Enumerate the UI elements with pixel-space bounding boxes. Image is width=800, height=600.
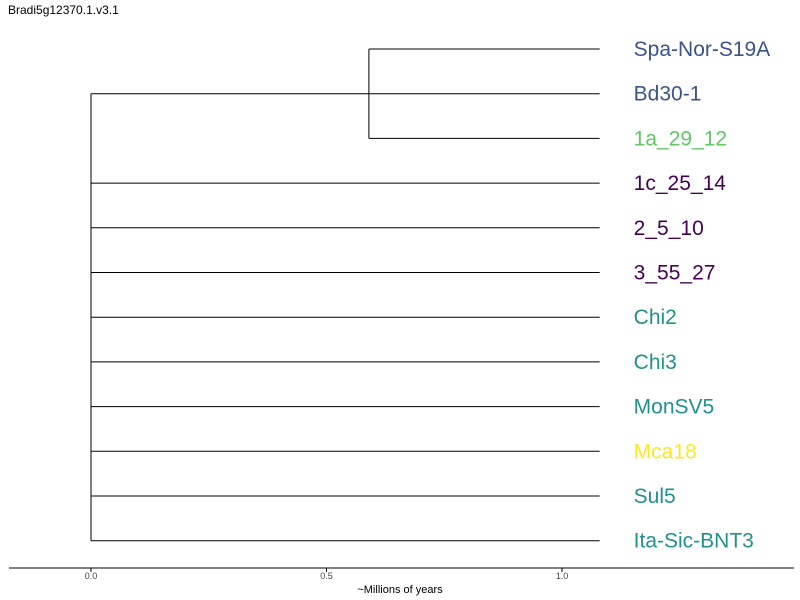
tick-label: 0.5 <box>320 571 333 581</box>
leaf-label-1c-25-14: 1c_25_14 <box>634 172 727 195</box>
leaf-label-sul5: Sul5 <box>634 485 676 508</box>
tree-branches <box>90 48 600 542</box>
leaf-label-chi2: Chi2 <box>634 306 677 329</box>
page-title: Bradi5g12370.1.v3.1 <box>8 3 119 17</box>
leaf-label-ita-sic-bnt3: Ita-Sic-BNT3 <box>634 530 754 553</box>
leaf-label-monsv5: MonSV5 <box>634 396 715 419</box>
tick-label: 0.0 <box>85 571 98 581</box>
leaf-labels: Spa-Nor-S19A Bd30-1 1a_29_12 1c_25_14 2_5_10… <box>634 38 771 553</box>
leaf-label-bd30-1: Bd30-1 <box>634 83 702 106</box>
time-axis: 0.0 0.5 1.0 ~Millions of years <box>9 567 794 596</box>
leaf-label-2-5-10: 2_5_10 <box>634 217 704 240</box>
axis-title: ~Millions of years <box>357 584 443 596</box>
leaf-label-spa-nor-s19a: Spa-Nor-S19A <box>634 38 771 61</box>
leaf-label-mca18: Mca18 <box>634 440 697 463</box>
tick-label: 1.0 <box>556 571 569 581</box>
leaf-label-chi3: Chi3 <box>634 351 677 374</box>
leaf-label-3-55-27: 3_55_27 <box>634 262 716 285</box>
leaf-label-1a-29-12: 1a_29_12 <box>634 127 727 150</box>
